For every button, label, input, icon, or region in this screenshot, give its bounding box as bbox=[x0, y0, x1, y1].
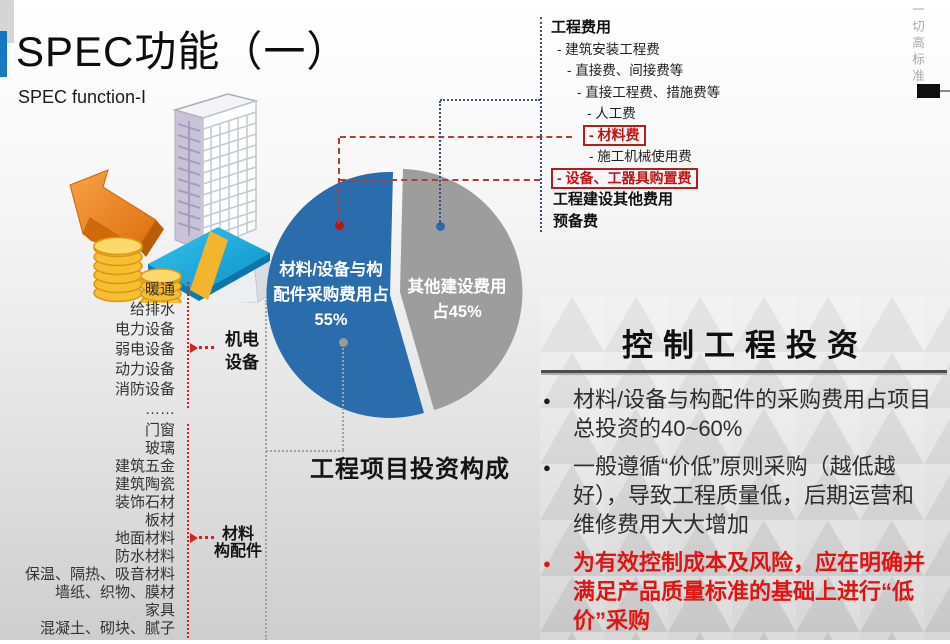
fee-item: - 人工费 bbox=[587, 106, 636, 121]
pie-chart-title: 工程项目投资构成 bbox=[310, 456, 510, 483]
fee-item: - 施工机械使用费 bbox=[589, 149, 692, 164]
bullet-item: 材料/设备与构配件的采购费用占项目总投资的40~60% bbox=[543, 385, 947, 443]
page-subtitle: SPEC function-I bbox=[18, 87, 147, 107]
list-item: 混凝土、砌块、腻子 bbox=[39, 620, 175, 637]
list-item: 消防设备 bbox=[114, 381, 175, 398]
list-item: 家具 bbox=[144, 602, 175, 619]
fee-item: - 材料费 bbox=[551, 124, 736, 147]
pie-gray-label: 其他建设费用 占45% bbox=[407, 278, 507, 321]
bullet-item: 为有效控制成本及风险，应在明确并满足产品质量标准的基础上进行“低价”采购 bbox=[543, 548, 947, 635]
connector-red-vertical bbox=[338, 138, 340, 224]
list-item: 给排水 bbox=[129, 301, 175, 318]
bullet-marker bbox=[543, 385, 573, 443]
mech-group-label: 机电 设备 bbox=[225, 330, 259, 372]
callout-dot-blue bbox=[436, 222, 445, 231]
connector-gray-horizontal bbox=[266, 450, 344, 452]
fee-item: - 建筑安装工程费 bbox=[557, 41, 660, 57]
coin-stack-icon bbox=[93, 236, 182, 303]
building-investment-illustration bbox=[69, 93, 272, 303]
list-item: 玻璃 bbox=[144, 440, 175, 457]
connector-blue-vertical bbox=[439, 101, 441, 225]
list-item: 装饰石材 bbox=[114, 494, 175, 511]
highrise-building-icon bbox=[172, 93, 259, 253]
triangle-pattern-background bbox=[540, 296, 950, 640]
material-list: 门窗 玻璃 建筑五金 建筑陶瓷 装饰石材 板材 地面材料 防水材料 保温、隔热、吸音材料 墙纸、织… bbox=[22, 422, 175, 638]
title-accent-bar bbox=[0, 31, 7, 77]
list-item: 墙纸、织物、膜材 bbox=[54, 584, 175, 601]
material-bracket-dots bbox=[199, 536, 214, 539]
material-bracket-arrow bbox=[190, 533, 203, 543]
bullet-list: 材料/设备与构配件的采购费用占项目总投资的40~60% 一般遵循“价低”原则采购… bbox=[543, 385, 947, 644]
ribbon-icon bbox=[190, 231, 228, 300]
pie-blue-label: 材料/设备与构 配件采购费用占 55% bbox=[273, 261, 389, 329]
list-item: 板材 bbox=[144, 512, 175, 529]
control-investment-heading: 控制工程投资 bbox=[622, 328, 868, 363]
mech-bracket-dots bbox=[199, 346, 214, 349]
fee-item: - 直接费、间接费等 bbox=[567, 63, 684, 78]
fee-breakdown-panel: 工程费用 - 建筑安装工程费 - 直接费、间接费等 - 直接工程费、措施费等 -… bbox=[540, 17, 736, 232]
mech-equipment-list: 暖通给排水电力设备弱电设备动力设备消防设备 …… bbox=[30, 280, 175, 420]
bullet-item: 一般遵循“价低”原则采购（越低越好），导致工程质量低，后期运营和维修费用大大增加 bbox=[543, 452, 947, 539]
connector-gray-vertical-long bbox=[265, 300, 267, 640]
list-item: 建筑五金 bbox=[114, 458, 175, 475]
list-item: 防水材料 bbox=[114, 548, 175, 565]
mech-bracket-arrow bbox=[190, 343, 203, 353]
callout-dot-gray bbox=[339, 338, 348, 347]
connector-red-to-material-fee bbox=[340, 136, 572, 138]
list-item: 动力设备 bbox=[114, 361, 175, 378]
fee-item: 工程建设其他费用 bbox=[553, 191, 674, 208]
page-title: SPEC功能（一） bbox=[16, 28, 350, 75]
material-group-label: 材料 构配件 bbox=[213, 526, 262, 560]
pie-chart bbox=[266, 169, 523, 418]
pie-blue-slice bbox=[266, 171, 424, 418]
heading-underline bbox=[541, 370, 947, 373]
black-bar bbox=[917, 84, 940, 98]
bullet-marker bbox=[543, 452, 573, 539]
list-item: 保温、隔热、吸音材料 bbox=[24, 566, 175, 583]
fee-item: 工程费用 bbox=[551, 19, 612, 36]
fee-item: - 设备、工器具购置费 bbox=[551, 167, 736, 190]
material-bracket-line bbox=[187, 424, 189, 638]
bullet-marker bbox=[543, 548, 573, 635]
list-item: …… bbox=[145, 401, 175, 418]
fee-item: - 直接工程费、措施费等 bbox=[577, 84, 721, 100]
list-item: 门窗 bbox=[144, 422, 175, 439]
black-bar-line bbox=[940, 90, 950, 92]
connector-blue-horizontal bbox=[440, 99, 540, 101]
list-item: 暖通 bbox=[144, 281, 175, 298]
side-note-vertical-text: 一切高标准 bbox=[910, 3, 924, 86]
connector-gray-vertical-short bbox=[342, 348, 344, 450]
pie-gray-slice bbox=[400, 169, 523, 410]
list-item: 建筑陶瓷 bbox=[114, 476, 175, 493]
mech-bracket-line bbox=[187, 282, 189, 408]
list-item: 电力设备 bbox=[114, 321, 175, 338]
list-item: 地面材料 bbox=[114, 530, 175, 547]
list-item: 弱电设备 bbox=[114, 341, 175, 358]
fee-item: 预备费 bbox=[553, 212, 599, 230]
callout-dot-red bbox=[335, 221, 344, 230]
